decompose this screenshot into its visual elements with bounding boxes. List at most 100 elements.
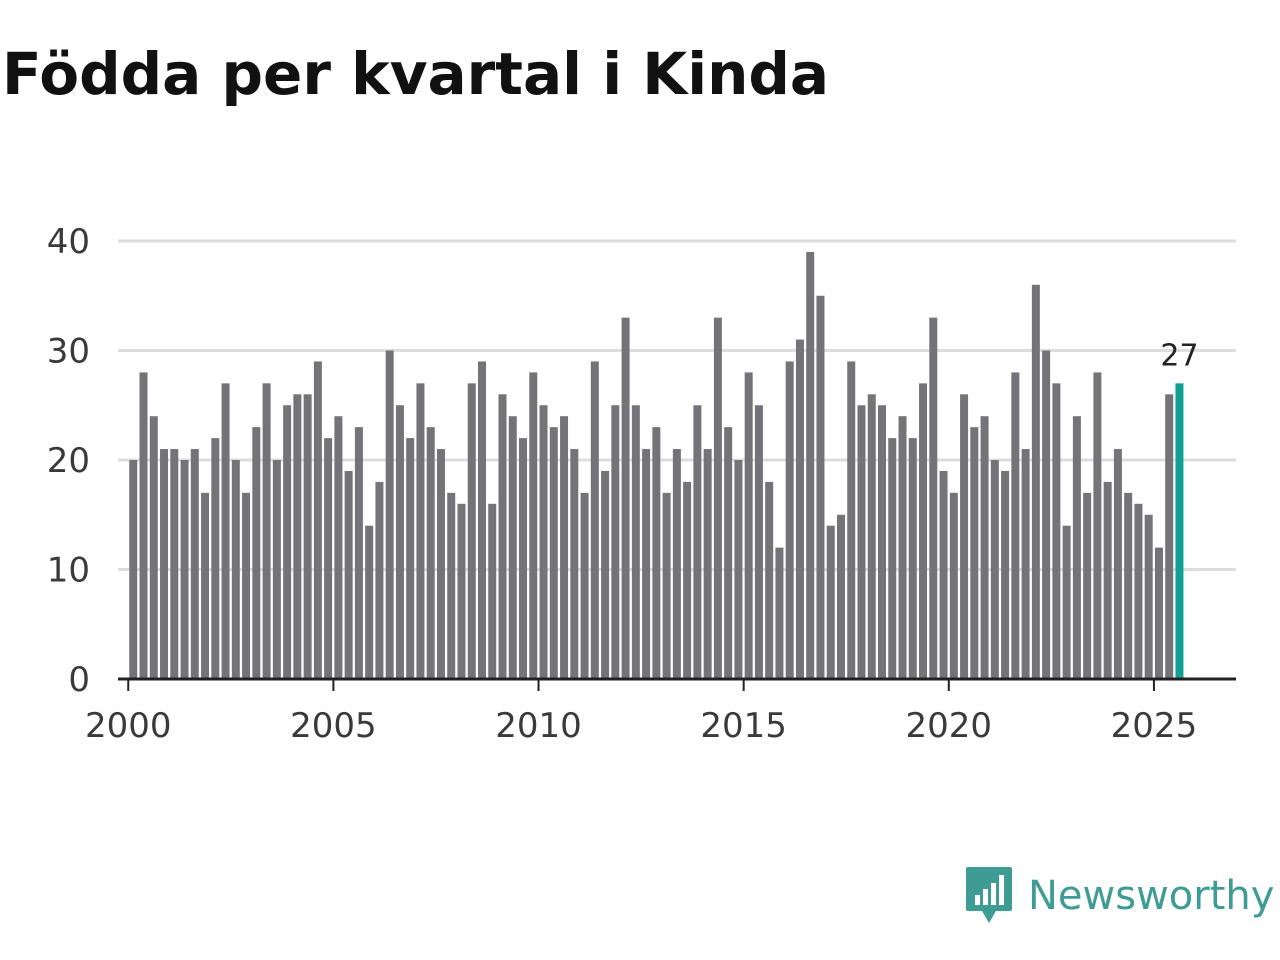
bar bbox=[724, 427, 733, 679]
bar bbox=[170, 449, 179, 679]
brand-name: Newsworthy bbox=[1028, 873, 1275, 919]
bar bbox=[1144, 514, 1153, 679]
bar bbox=[324, 438, 333, 679]
bar bbox=[231, 460, 240, 679]
bar bbox=[754, 405, 763, 679]
bar bbox=[826, 525, 835, 679]
bar bbox=[898, 416, 907, 679]
bar bbox=[1042, 350, 1051, 679]
y-tick-label: 10 bbox=[47, 551, 90, 591]
bar bbox=[611, 405, 620, 679]
bar bbox=[436, 449, 445, 679]
bar bbox=[960, 394, 969, 679]
bar bbox=[519, 438, 528, 679]
bar bbox=[467, 383, 476, 679]
bar bbox=[785, 361, 794, 679]
bar bbox=[375, 481, 384, 679]
bar bbox=[662, 492, 671, 679]
bar bbox=[560, 416, 569, 679]
bar bbox=[426, 427, 435, 679]
bar bbox=[221, 383, 230, 679]
bar bbox=[149, 416, 158, 679]
x-tick-label: 2020 bbox=[906, 706, 993, 746]
bar bbox=[1154, 547, 1163, 679]
bar bbox=[385, 350, 394, 679]
bar bbox=[847, 361, 856, 679]
bar bbox=[129, 460, 138, 679]
bar bbox=[313, 361, 322, 679]
bar bbox=[1124, 492, 1133, 679]
bar bbox=[498, 394, 507, 679]
bar bbox=[549, 427, 558, 679]
bar bbox=[970, 427, 979, 679]
bar bbox=[878, 405, 887, 679]
bar bbox=[252, 427, 261, 679]
bar bbox=[262, 383, 271, 679]
bar bbox=[1083, 492, 1092, 679]
bar bbox=[365, 525, 374, 679]
bar bbox=[272, 460, 281, 679]
bar bbox=[1011, 372, 1020, 679]
bar bbox=[508, 416, 517, 679]
bar bbox=[683, 481, 692, 679]
bar bbox=[180, 460, 189, 679]
bar bbox=[949, 492, 958, 679]
y-tick-label: 0 bbox=[68, 660, 90, 700]
bar bbox=[1052, 383, 1061, 679]
bar bbox=[590, 361, 599, 679]
bar bbox=[693, 405, 702, 679]
bar bbox=[447, 492, 456, 679]
bar bbox=[580, 492, 589, 679]
bar bbox=[806, 251, 815, 679]
bar bbox=[990, 460, 999, 679]
x-tick-label: 2005 bbox=[290, 706, 377, 746]
bar bbox=[980, 416, 989, 679]
bar bbox=[190, 449, 199, 679]
y-tick-label: 30 bbox=[47, 332, 90, 372]
bar bbox=[734, 460, 743, 679]
bar bbox=[816, 295, 825, 679]
bar bbox=[703, 449, 712, 679]
bar bbox=[354, 427, 363, 679]
bar bbox=[601, 470, 610, 679]
y-tick-label: 40 bbox=[47, 222, 90, 262]
bar bbox=[293, 394, 302, 679]
x-tick-label: 2015 bbox=[700, 706, 787, 746]
bar bbox=[406, 438, 415, 679]
bar bbox=[160, 449, 169, 679]
bar bbox=[303, 394, 312, 679]
axes bbox=[118, 677, 1236, 691]
bar-highlight bbox=[1175, 383, 1184, 679]
y-tick-label: 20 bbox=[47, 441, 90, 481]
bar bbox=[477, 361, 486, 679]
bar bbox=[765, 481, 774, 679]
bar bbox=[529, 372, 538, 679]
bar bbox=[775, 547, 784, 679]
x-tick-label: 2010 bbox=[495, 706, 582, 746]
bar bbox=[283, 405, 292, 679]
bar bbox=[672, 449, 681, 679]
bars bbox=[129, 251, 1184, 679]
axis-labels: 0 10 20 30 40 27 2000 2005 2010 2015 2020 2025 bbox=[47, 222, 1199, 746]
x-tick-label: 2000 bbox=[85, 706, 172, 746]
newsworthy-logo: Newsworthy bbox=[964, 864, 1274, 928]
bar bbox=[457, 503, 466, 679]
bar bbox=[1001, 470, 1010, 679]
bar bbox=[1031, 284, 1040, 679]
bar bbox=[539, 405, 548, 679]
bar bbox=[939, 470, 948, 679]
bar bbox=[211, 438, 220, 679]
bar bbox=[334, 416, 343, 679]
x-tick-label: 2025 bbox=[1111, 706, 1198, 746]
bar bbox=[929, 317, 938, 679]
bar bbox=[888, 438, 897, 679]
bar bbox=[621, 317, 630, 679]
bar bbox=[1134, 503, 1143, 679]
bar bbox=[1103, 481, 1112, 679]
bar bbox=[1093, 372, 1102, 679]
bar bbox=[836, 514, 845, 679]
chart-title: Födda per kvartal i Kinda bbox=[2, 40, 830, 108]
bar bbox=[857, 405, 866, 679]
bar bbox=[1062, 525, 1071, 679]
